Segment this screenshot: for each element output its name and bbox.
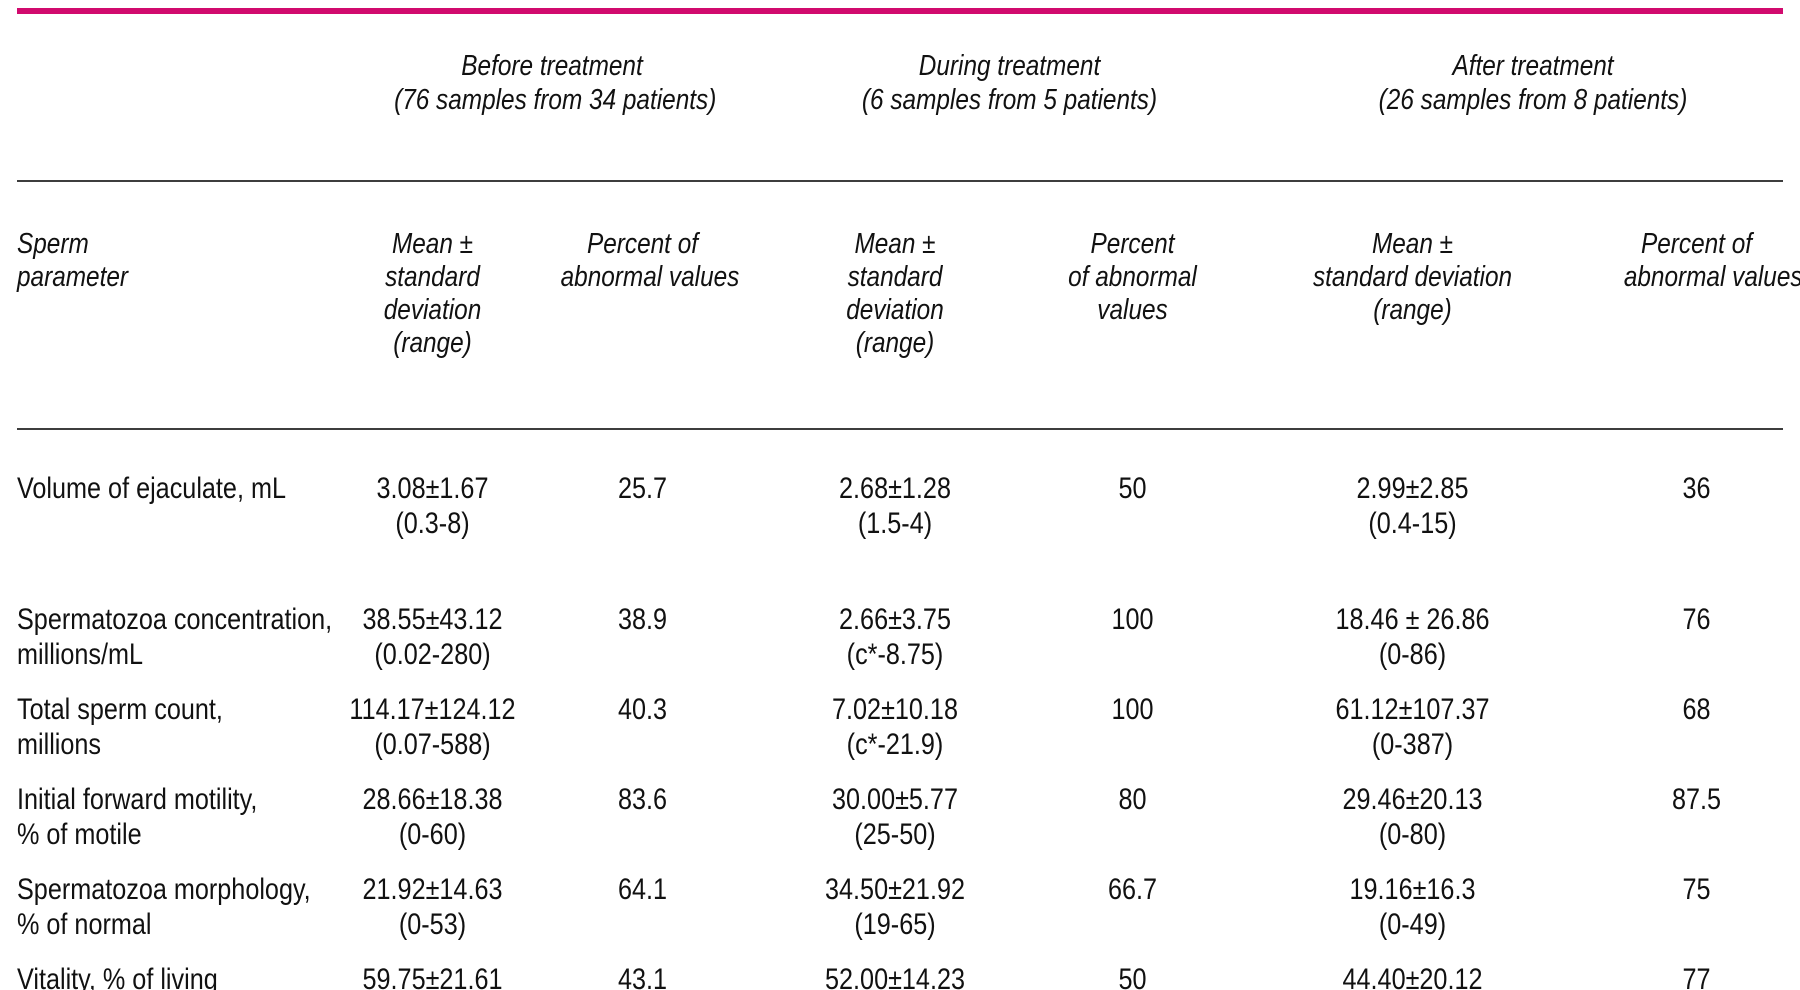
cell-before-pct: 64.1 xyxy=(617,873,668,906)
cell-during-pct: 66.7 xyxy=(1107,873,1158,906)
cell-during-mean: 2.68±1.28 (1.5-4) xyxy=(839,472,951,540)
cell-during-mean: 52.00±14.23 (40-68) xyxy=(740,962,1050,990)
cell-after-mean: 2.99±2.85 (0.4-15) xyxy=(1356,472,1469,540)
cell-after-pct: 75 xyxy=(1682,873,1711,906)
cell-after-pct: 76 xyxy=(1682,603,1711,636)
group-spacer-cell xyxy=(17,14,320,182)
cell-during-pct: 100 xyxy=(1111,603,1154,636)
table-row: Vitality, % of living 59.75±21.61 (0-95)… xyxy=(17,962,1784,990)
col-header-after-mean: Mean ± standard deviation (range) xyxy=(1215,181,1611,430)
cell-param: Volume of ejaculate, mL xyxy=(17,472,286,505)
cell-after-mean: 19.16±16.3 (0-49) xyxy=(1349,873,1476,941)
cell-during-mean: 2.66±3.75 (c*-8.75) xyxy=(839,603,951,671)
sperm-parameters-table: Before treatment (76 samples from 34 pat… xyxy=(17,14,1800,990)
table-row: Volume of ejaculate, mL 3.08±1.67 (0.3-8… xyxy=(17,429,1783,602)
cell-before-pct: 43.1 xyxy=(545,962,740,990)
group-header-row: Before treatment (76 samples from 34 pat… xyxy=(17,14,1784,182)
col-header-before-mean: Mean ± standard deviation (range) xyxy=(320,181,545,430)
table-row: Total sperm count, millions 114.17±124.1… xyxy=(17,692,1783,782)
cell-during-mean: 7.02±10.18 (c*-21.9) xyxy=(832,693,958,761)
cell-before-mean: 114.17±124.12 (0.07-588) xyxy=(349,693,516,761)
col-header-during-mean: Mean ± standard deviation (range) xyxy=(740,181,1050,430)
group-before-treatment: Before treatment (76 samples from 34 pat… xyxy=(320,14,740,182)
cell-during-pct: 50 xyxy=(1050,962,1216,990)
cell-after-mean: 44.40±20.12 (0-90) xyxy=(1215,962,1611,990)
table-row: Spermatozoa morphology, % of normal 21.9… xyxy=(17,872,1783,962)
cell-before-mean: 59.75±21.61 (0-95) xyxy=(320,962,545,990)
group-during-treatment: During treatment (6 samples from 5 patie… xyxy=(740,14,1216,182)
cell-before-pct: 40.3 xyxy=(617,693,668,726)
cell-during-mean: 30.00±5.77 (25-50) xyxy=(832,783,958,851)
cell-after-pct: 68 xyxy=(1682,693,1711,726)
cell-after-pct: 87.5 xyxy=(1671,783,1722,816)
cell-before-pct: 83.6 xyxy=(617,783,668,816)
cell-before-mean: 3.08±1.67 (0.3-8) xyxy=(376,472,489,540)
column-header-row: Sperm parameter Mean ± standard deviatio… xyxy=(17,181,1800,430)
group-subtitle: (6 samples from 5 patients) xyxy=(861,84,1158,116)
group-after-treatment: After treatment (26 samples from 8 patie… xyxy=(1215,14,1784,182)
cell-before-mean: 21.92±14.63 (0-53) xyxy=(362,873,503,941)
cell-during-pct: 50 xyxy=(1118,472,1147,505)
group-subtitle: (26 samples from 8 patients) xyxy=(1378,84,1688,116)
col-header-during-pct: Percent of abnormal values xyxy=(1050,181,1216,430)
group-title: During treatment xyxy=(918,50,1101,82)
cell-before-mean: 38.55±43.12 (0.02-280) xyxy=(362,603,503,671)
cell-after-mean: 18.46 ± 26.86 (0-86) xyxy=(1335,603,1490,671)
group-subtitle: (76 samples from 34 patients) xyxy=(394,84,717,116)
cell-before-mean: 28.66±18.38 (0-60) xyxy=(362,783,503,851)
cell-during-pct: 100 xyxy=(1111,693,1154,726)
cell-after-pct: 36 xyxy=(1682,472,1711,505)
group-title: After treatment xyxy=(1452,50,1614,82)
table-row: Spermatozoa concentration, millions/mL 3… xyxy=(17,602,1783,692)
cell-during-mean: 34.50±21.92 (19-65) xyxy=(825,873,965,941)
col-header-after-pct: Percent of abnormal values xyxy=(1610,181,1800,430)
cell-after-mean: 61.12±107.37 (0-387) xyxy=(1335,693,1490,761)
top-accent-rule xyxy=(17,8,1783,14)
cell-before-pct: 25.7 xyxy=(617,472,668,505)
cell-param: Spermatozoa concentration, millions/mL xyxy=(17,603,333,671)
col-header-sperm-parameter: Sperm parameter xyxy=(17,181,320,430)
cell-during-pct: 80 xyxy=(1118,783,1147,816)
group-title: Before treatment xyxy=(461,50,643,82)
cell-param: Total sperm count, millions xyxy=(17,693,223,761)
cell-after-pct: 77 xyxy=(1610,962,1784,990)
cell-param: Initial forward motility, % of motile xyxy=(17,783,258,851)
cell-before-pct: 38.9 xyxy=(617,603,668,636)
table-row: Initial forward motility, % of motile 28… xyxy=(17,782,1783,872)
cell-param: Vitality, % of living xyxy=(17,962,320,990)
cell-after-mean: 29.46±20.13 (0-80) xyxy=(1342,783,1483,851)
cell-param: Spermatozoa morphology, % of normal xyxy=(17,873,311,941)
col-header-before-pct: Percent of abnormal values xyxy=(545,181,740,430)
